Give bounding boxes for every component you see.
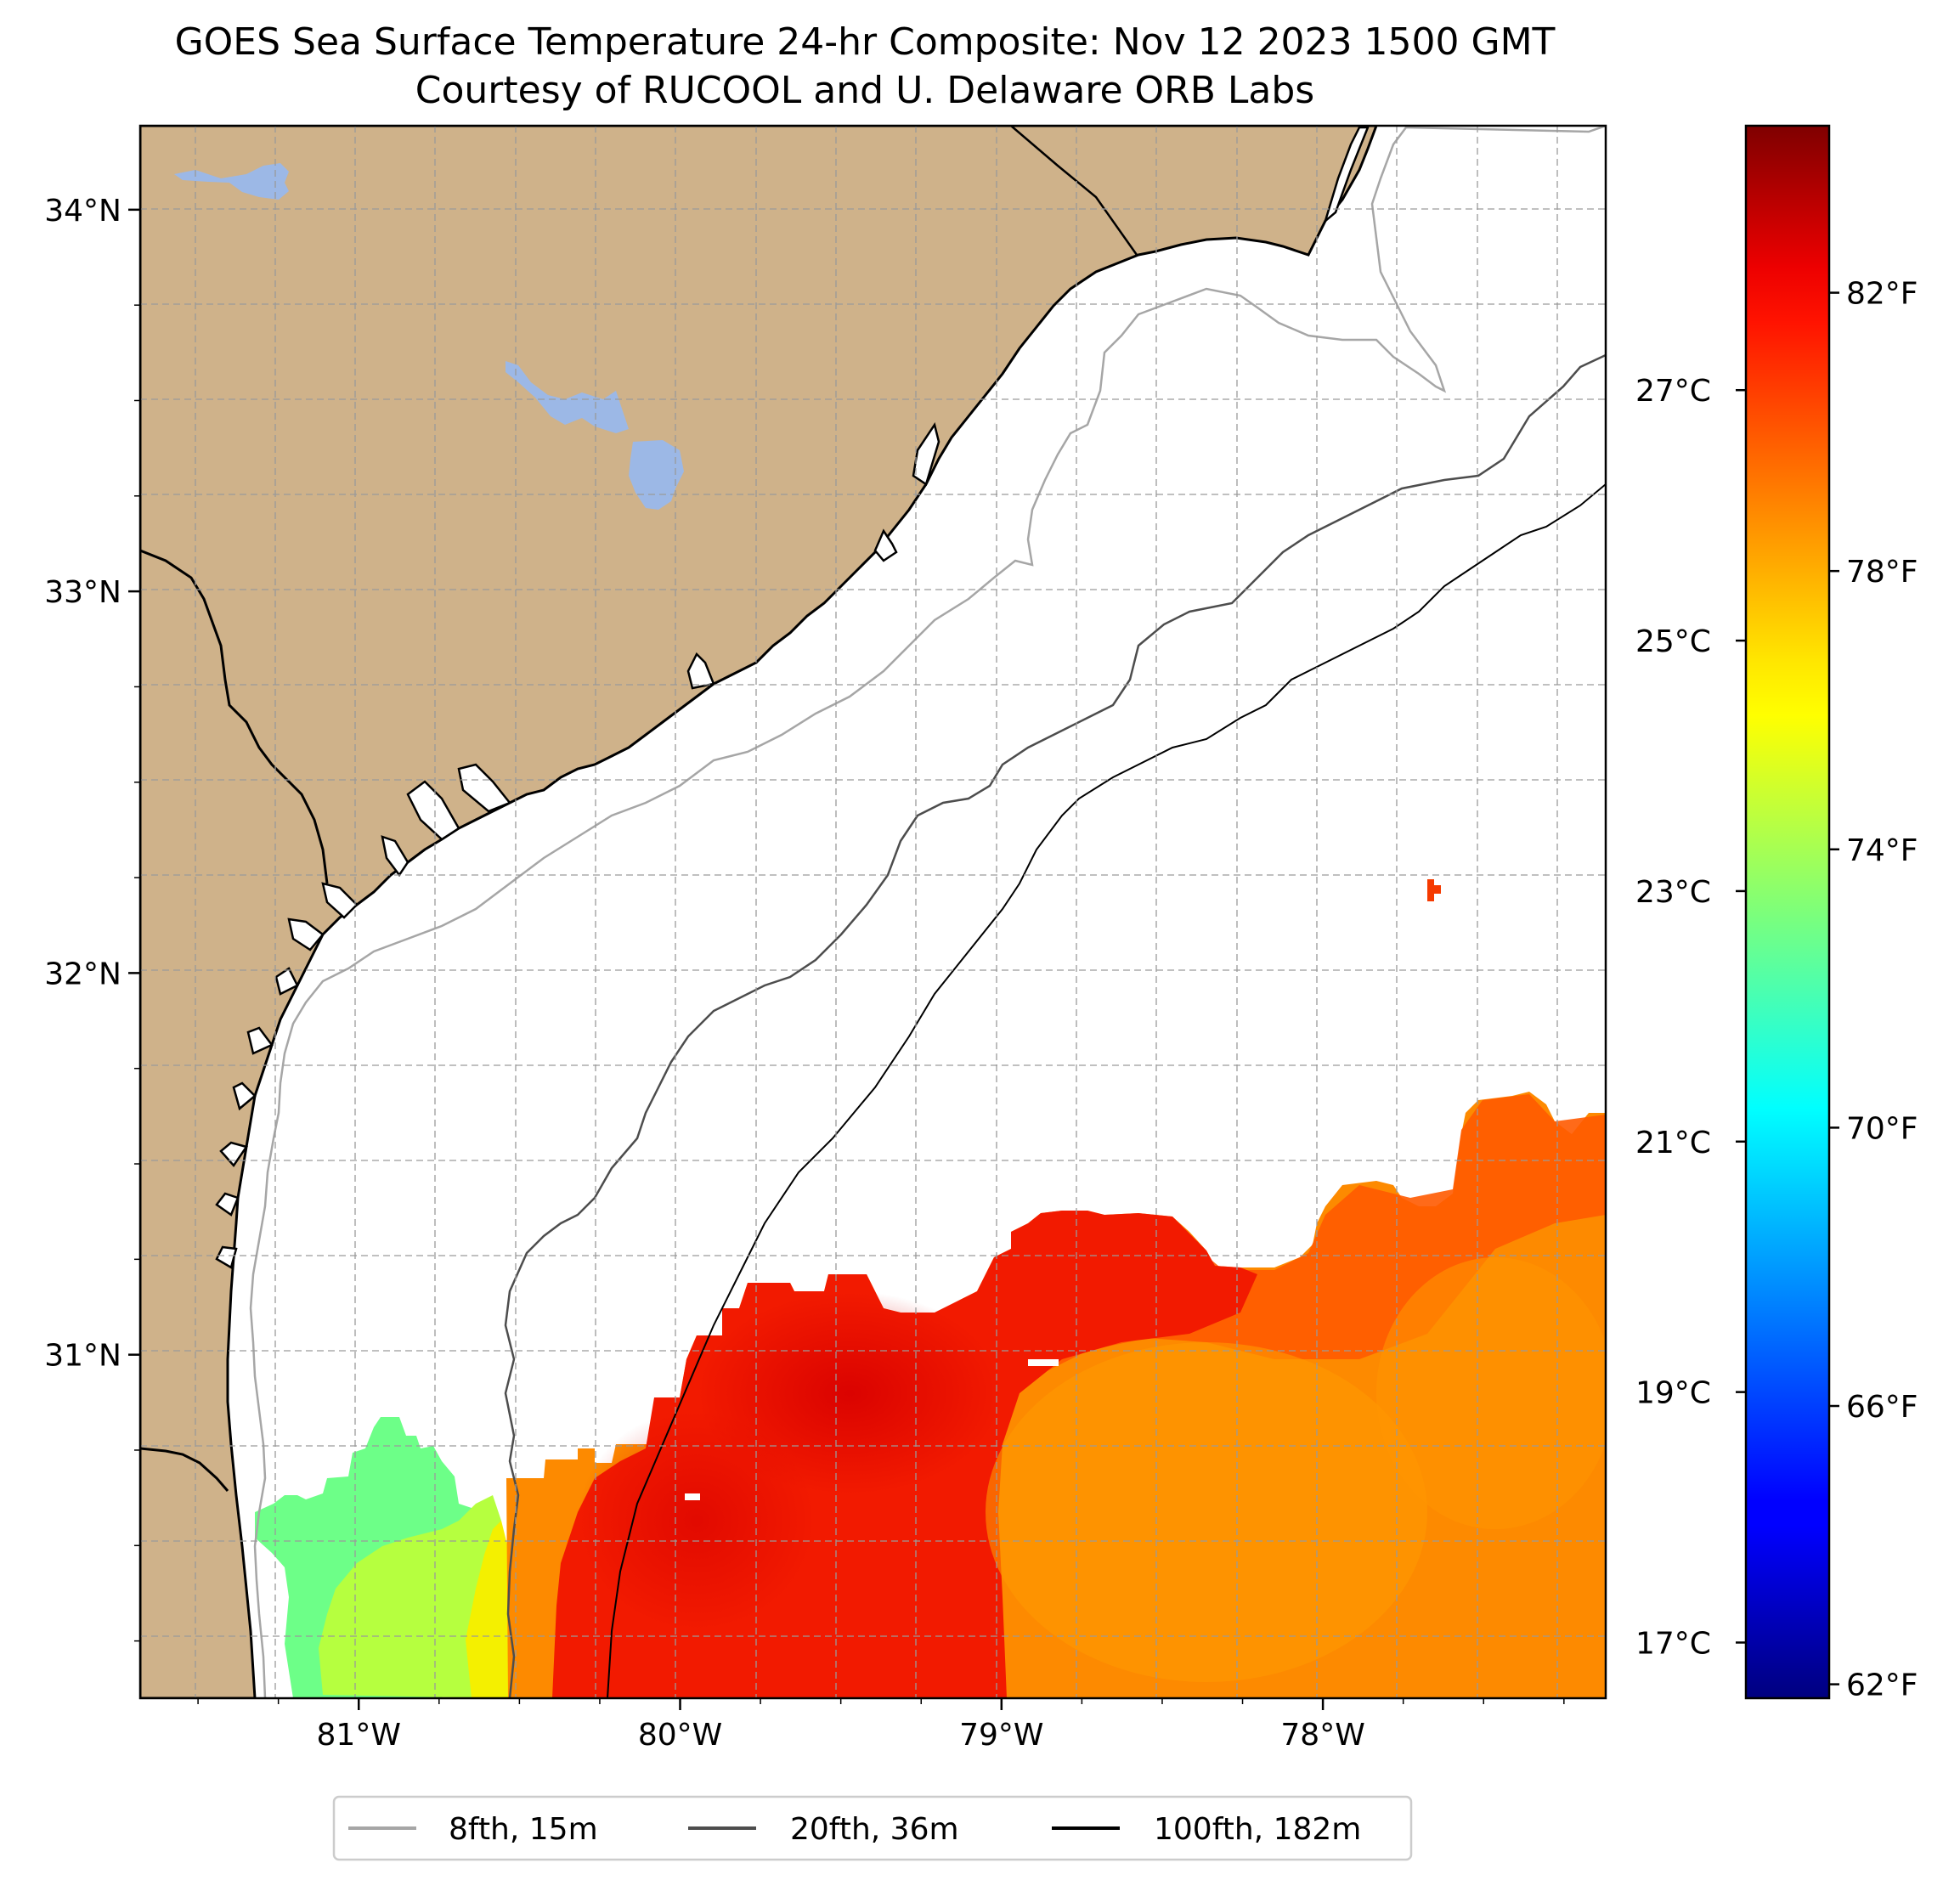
port-royal-sound [406, 780, 460, 841]
cape-fear-estuary [1323, 126, 1370, 224]
winyah-bay [912, 421, 940, 486]
lat-tick-label: 33°N [44, 575, 121, 610]
lat-tick-label: 34°N [44, 194, 121, 229]
colorbar-c-label: 25°C [1635, 624, 1711, 659]
colorbar-f-label: 70°F [1846, 1111, 1918, 1146]
estuaries [215, 126, 1370, 1269]
sst-green-yellow-band [319, 1495, 501, 1698]
savannah-river [381, 835, 410, 878]
colorbar-f-label: 82°F [1846, 277, 1918, 312]
gridlines [140, 126, 1606, 1698]
legend-frame [332, 1795, 1413, 1861]
colorbar-ticks: 62°F 66°F 70°F 74°F 78°F 82°F 17°C 19°C 21°C 23°C… [1635, 277, 1918, 1703]
map-title-line2: Courtesy of RUCOOL and U. Delaware ORB L… [415, 69, 1314, 112]
colorbar-c-label: 17°C [1635, 1626, 1711, 1661]
st-simons-sound [246, 1026, 274, 1055]
map-frame [138, 124, 1607, 1700]
colorbar-f-label: 62°F [1846, 1668, 1918, 1703]
lon-tick-label: 78°W [1280, 1718, 1364, 1753]
contour-20fth [504, 353, 1606, 1698]
ga-fl-border [140, 1447, 229, 1492]
cumberland-sound [219, 1141, 249, 1168]
lake-moultrie [629, 440, 684, 510]
santee-delta [873, 528, 898, 562]
st-helena-sound [457, 763, 512, 813]
lon-tick-label: 79°W [959, 1718, 1043, 1753]
ossabaw-sound [321, 882, 359, 919]
colorbar-frame [1744, 124, 1831, 1700]
map-title-line1: GOES Sea Surface Temperature 24-hr Compo… [175, 20, 1556, 64]
lake-waccamaw [174, 163, 289, 200]
lakes [174, 163, 684, 510]
colorbar-c-label: 19°C [1635, 1376, 1711, 1411]
map-axis-ticks: 81°W 80°W 79°W 78°W 34°N 33°N 32°N 31°N [44, 194, 1565, 1753]
sst-gap [685, 1493, 700, 1500]
nassau-sound [215, 1245, 238, 1269]
lon-tick-label: 81°W [317, 1718, 401, 1753]
colorbar-c-label: 23°C [1635, 875, 1711, 910]
contour-100fth [607, 483, 1606, 1698]
st-johns-inlet [215, 1192, 240, 1217]
colorbar-gradient [1746, 126, 1829, 1698]
charleston-harbor [686, 652, 715, 690]
contour-8fth [249, 126, 1606, 1698]
legend-label-100fth: 100fth, 182m [1154, 1812, 1361, 1847]
colorbar-f-label: 78°F [1846, 555, 1918, 590]
colorbar-f-label: 66°F [1846, 1390, 1918, 1425]
contour-legend: 8fth, 15m 20fth, 36m 100fth, 182m [332, 1795, 1413, 1861]
colorbar-c-label: 27°C [1635, 374, 1711, 409]
sst-gap-2 [1028, 1359, 1059, 1366]
sapelo-sound [274, 967, 299, 996]
colorbar: 62°F 66°F 70°F 74°F 78°F 82°F 17°C 19°C 21°C 23°C… [1635, 124, 1918, 1703]
land-mass [140, 126, 1378, 1698]
sst-hot-core-2 [578, 1410, 816, 1631]
sst-orange-patch-2 [1376, 1257, 1606, 1529]
sst-orange-patch [986, 1342, 1427, 1682]
colorbar-f-label: 74°F [1846, 833, 1918, 868]
st-andrew-sound [232, 1081, 257, 1111]
sst-isolated-pixel-2 [1427, 885, 1441, 894]
legend-label-20fth: 20fth, 36m [790, 1812, 959, 1847]
sst-yellow-band [466, 1521, 514, 1698]
map-area [140, 126, 1606, 1698]
lon-tick-label: 80°W [638, 1718, 722, 1753]
lat-tick-label: 31°N [44, 1339, 121, 1374]
lake-marion [506, 361, 629, 433]
lat-tick-label: 32°N [44, 957, 121, 991]
colorbar-c-label: 21°C [1635, 1126, 1711, 1160]
st-catherines-sound [287, 917, 325, 951]
legend-label-8fth: 8fth, 15m [449, 1812, 598, 1847]
